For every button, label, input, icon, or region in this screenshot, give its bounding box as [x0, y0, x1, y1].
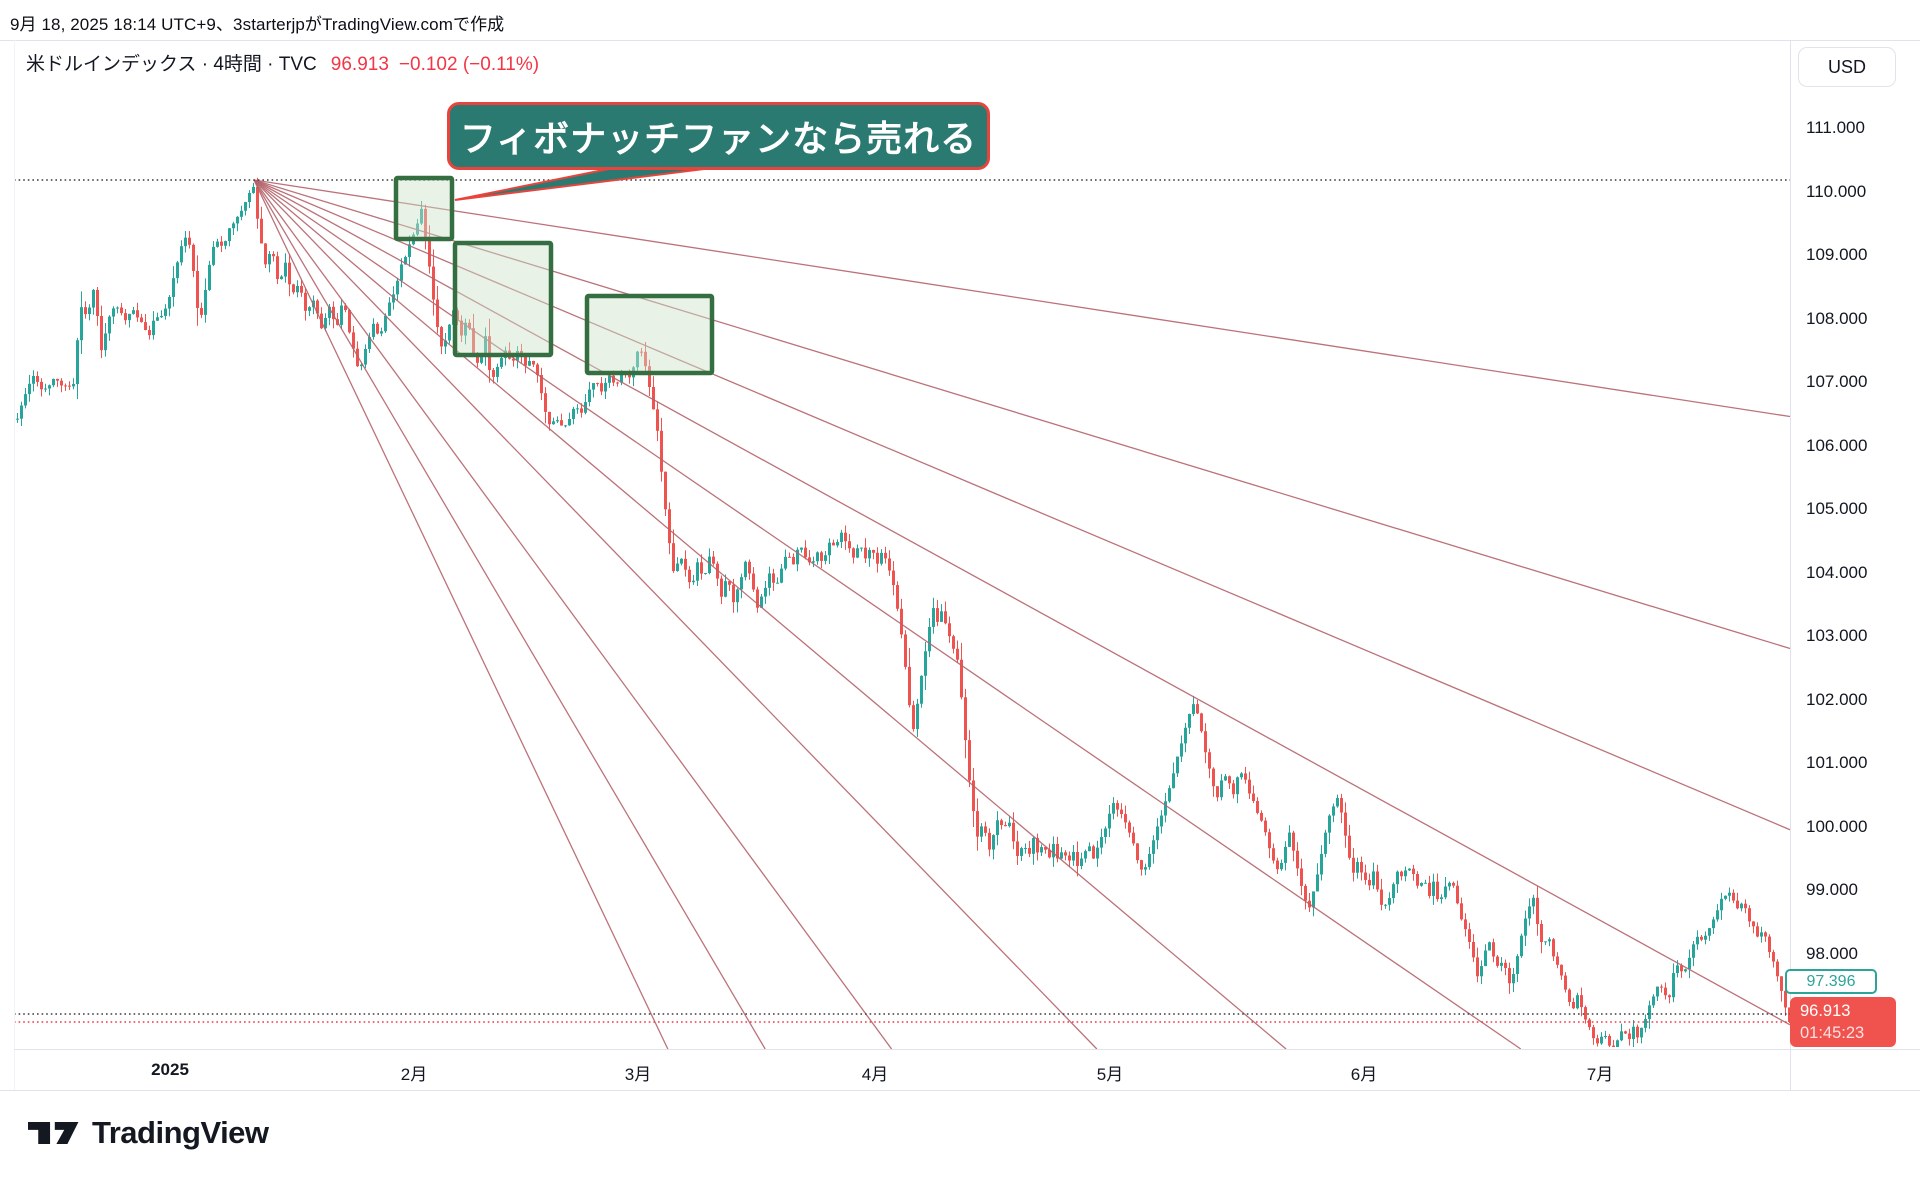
- time-tick-2月: 2月: [400, 1065, 428, 1084]
- price-tick-111.000: 111.000: [1806, 118, 1865, 137]
- time-tick-5月: 5月: [1096, 1065, 1124, 1084]
- current-price-value: 96.913: [1800, 1002, 1851, 1020]
- attribution-text: 9月 18, 2025 18:14 UTC+9、3starterjpがTradi…: [10, 15, 505, 34]
- price-tick-104.000: 104.000: [1806, 562, 1868, 582]
- currency-button[interactable]: USD: [1798, 47, 1896, 87]
- symbol-title[interactable]: 米ドルインデックス · 4時間 · TVC: [26, 54, 317, 75]
- annotation-callout[interactable]: フィボナッチファンなら売れる: [447, 102, 990, 170]
- chart-bottom-border: [0, 1090, 1920, 1091]
- tradingview-logo[interactable]: TradingView: [28, 1114, 269, 1152]
- tradingview-logo-text: TradingView: [92, 1115, 269, 1150]
- fibonacci-fan-lines: [253, 179, 1791, 1050]
- upper-price-label: 97.396: [1785, 969, 1877, 994]
- time-axis-separator[interactable]: [14, 1049, 1920, 1050]
- price-tick-101.000: 101.000: [1806, 753, 1868, 772]
- price-tick-107.000: 107.000: [1806, 372, 1868, 391]
- price-tick-105.000: 105.000: [1806, 499, 1868, 518]
- last-price: 96.913: [330, 54, 389, 75]
- time-tick-7月: 7月: [1586, 1065, 1614, 1084]
- price-tick-106.000: 106.000: [1806, 435, 1868, 455]
- price-change: −0.102 (−0.11%): [398, 54, 540, 75]
- time-tick-2025: 2025: [151, 1060, 189, 1079]
- price-tick-99.000: 99.000: [1806, 880, 1858, 899]
- price-tick-110.000: 110.000: [1806, 181, 1867, 201]
- time-tick-6月: 6月: [1350, 1065, 1378, 1084]
- price-tick-109.000: 109.000: [1806, 245, 1868, 264]
- price-tick-103.000: 103.000: [1806, 626, 1868, 645]
- highlight-boxes: [393, 175, 715, 376]
- pane-left-border: [14, 40, 15, 1090]
- price-axis-separator[interactable]: [1790, 40, 1791, 1090]
- symbol-legend: 米ドルインデックス · 4時間 · TVC 96.913 −0.102 (−0.11…: [26, 49, 539, 76]
- tradingview-logo-icon: [28, 1121, 79, 1145]
- price-tick-98.000: 98.000: [1806, 943, 1858, 963]
- current-price-label: 96.913 01:45:23: [1790, 997, 1896, 1047]
- price-tick-108.000: 108.000: [1806, 308, 1868, 328]
- price-lines: [14, 179, 1790, 1023]
- time-tick-3月: 3月: [624, 1065, 652, 1084]
- price-tick-102.000: 102.000: [1806, 689, 1868, 709]
- pane-top-border: [0, 40, 1920, 41]
- candles: [16, 177, 1791, 1047]
- bar-countdown: 01:45:23: [1800, 1024, 1865, 1043]
- time-tick-4月: 4月: [861, 1065, 889, 1084]
- price-tick-100.000: 100.000: [1806, 816, 1868, 836]
